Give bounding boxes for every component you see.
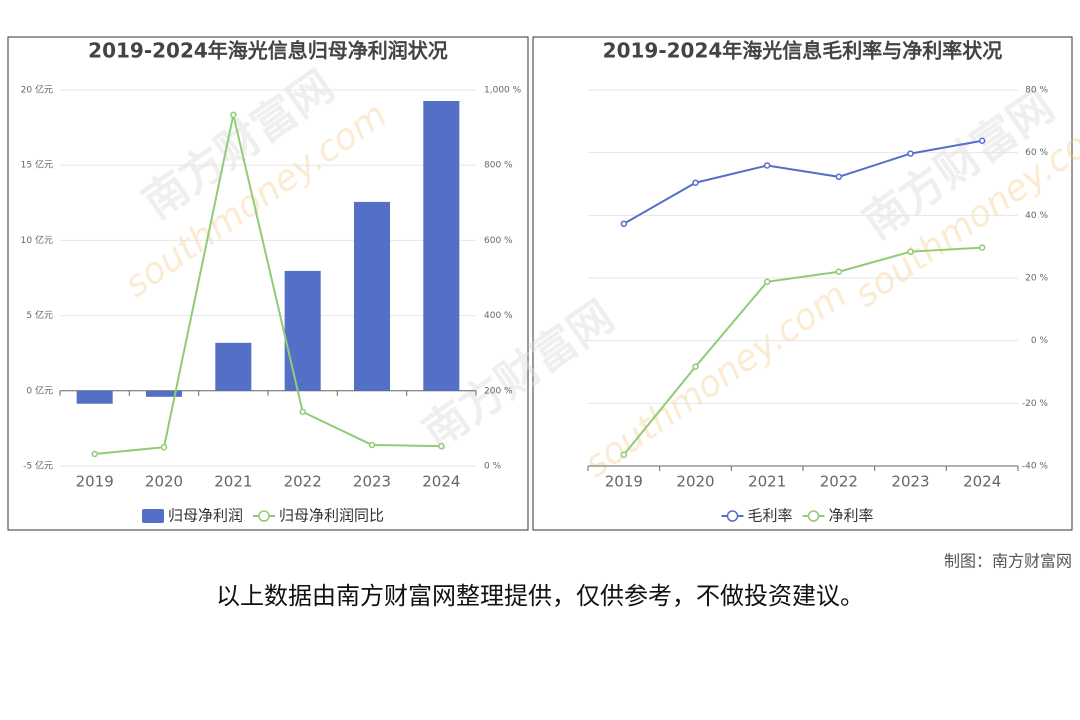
legend-label: 毛利率 <box>748 507 793 525</box>
y-tick-label: 40 % <box>1025 211 1048 221</box>
chart-title: 2019-2024年海光信息归母净利润状况 <box>88 39 448 63</box>
x-tick-label: 2019 <box>605 473 643 491</box>
legend-label: 归母净利润 <box>168 507 243 525</box>
y-tick-label: 10 亿元 <box>21 234 53 246</box>
bar <box>76 390 113 404</box>
legend-marker <box>258 510 270 522</box>
x-tick-label: 2024 <box>422 473 460 491</box>
x-tick-label: 2021 <box>748 473 786 491</box>
y-tick-label: -5 亿元 <box>23 460 53 472</box>
line-point <box>368 441 376 449</box>
line <box>623 139 983 225</box>
legend-marker <box>807 510 820 522</box>
line-point <box>835 173 843 181</box>
y-tick-label: 60 % <box>1025 148 1048 158</box>
y-tick-label: 20 % <box>1025 274 1048 284</box>
panel-frame <box>7 36 529 531</box>
y2-tick-label: 200 % <box>484 386 513 396</box>
line-point <box>620 220 628 228</box>
line-point <box>763 278 771 286</box>
x-tick-label: 2022 <box>820 473 858 491</box>
chart-title: 2019-2024年海光信息毛利率与净利率状况 <box>603 39 1003 63</box>
line <box>94 114 442 455</box>
line-point <box>692 363 699 370</box>
legend-marker <box>726 510 739 522</box>
bar <box>423 100 460 391</box>
bar <box>215 342 252 391</box>
y-tick-label: 5 亿元 <box>26 309 53 321</box>
x-tick-label: 2021 <box>214 473 252 491</box>
line-point <box>978 244 986 251</box>
legend-label: 归母净利润同比 <box>279 507 384 525</box>
y-tick-label: -20 % <box>1022 399 1049 409</box>
x-tick-label: 2020 <box>676 473 714 491</box>
line-point <box>907 248 914 255</box>
disclaimer: 以上数据由南方财富网整理提供，仅供参考，不做投资建议。 <box>216 582 864 610</box>
line-point <box>230 111 237 119</box>
line-point <box>978 137 986 145</box>
legend-label: 净利率 <box>829 507 874 525</box>
line <box>623 246 983 456</box>
y-tick-label: 80 % <box>1025 86 1048 96</box>
y2-tick-label: 600 % <box>484 236 513 246</box>
x-tick-label: 2022 <box>284 473 322 491</box>
y2-tick-label: 400 % <box>484 311 513 321</box>
y-tick-label: 0 % <box>1031 336 1049 346</box>
y-tick-label: 15 亿元 <box>21 159 53 171</box>
line-point <box>692 179 699 186</box>
watermark-url: southmoney.com <box>577 274 854 485</box>
x-tick-label: 2023 <box>353 473 391 491</box>
y-tick-label: 20 亿元 <box>21 84 53 96</box>
panel-frame <box>532 36 1073 531</box>
y-tick-label: 0 亿元 <box>26 384 53 396</box>
bar <box>284 270 321 391</box>
line-point <box>160 443 168 451</box>
line-point <box>763 162 771 169</box>
bar <box>145 390 183 397</box>
credit: 制图：南方财富网 <box>944 552 1072 571</box>
line-point <box>299 408 306 416</box>
bar <box>353 201 391 391</box>
x-tick-label: 2023 <box>891 473 929 491</box>
line-point <box>835 268 843 275</box>
x-tick-label: 2024 <box>963 473 1001 491</box>
line-point <box>907 150 914 157</box>
x-tick-label: 2019 <box>76 473 114 491</box>
y-tick-label: -40 % <box>1022 462 1049 472</box>
y2-tick-label: 0 % <box>484 462 502 472</box>
line-point <box>91 450 98 458</box>
y2-tick-label: 800 % <box>484 161 513 171</box>
line-point <box>620 451 628 458</box>
line-point <box>438 442 445 450</box>
y2-tick-label: 1,000 % <box>484 86 522 96</box>
legend-swatch <box>142 509 164 523</box>
x-tick-label: 2020 <box>145 473 183 491</box>
